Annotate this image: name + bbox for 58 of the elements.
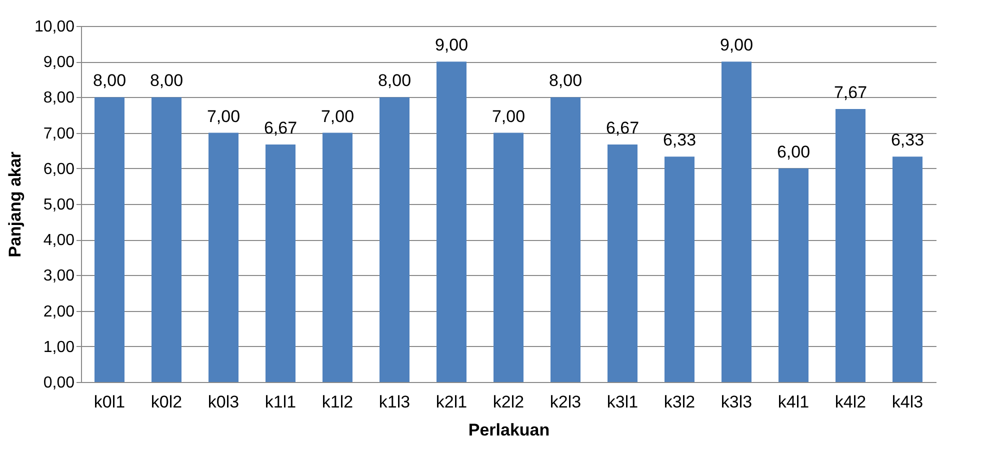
x-tick-label: k3l2 (664, 392, 696, 412)
x-axis-title: Perlakuan (468, 420, 550, 440)
y-tick-label: 7,00 (43, 125, 75, 142)
data-label: 6,33 (662, 130, 696, 150)
x-tick-label: k2l2 (492, 392, 524, 412)
x-tick-label: k4l1 (778, 392, 810, 412)
y-axis-title: Panjang akar (5, 151, 24, 258)
data-label: 8,00 (378, 71, 412, 90)
data-label: 8,00 (92, 71, 126, 90)
bar (608, 144, 638, 382)
data-label: 8,00 (548, 71, 582, 90)
bar (322, 132, 352, 382)
x-tick-label: k3l1 (606, 392, 638, 412)
data-label: 8,00 (150, 71, 184, 90)
x-tick-label: k1l2 (322, 392, 354, 412)
data-label: 7,00 (320, 106, 354, 126)
y-tick-label: 1,00 (43, 338, 75, 356)
bar (208, 132, 238, 382)
bar (836, 108, 866, 382)
x-tick-label: k1l1 (264, 392, 296, 412)
data-label: 7,00 (492, 106, 526, 126)
bar (778, 168, 808, 382)
y-tick-label: 10,00 (34, 18, 75, 36)
y-tick-label: 4,00 (43, 232, 75, 250)
x-tick-label: k0l2 (150, 392, 182, 412)
data-label: 6,67 (606, 118, 640, 138)
y-tick-label: 2,00 (43, 303, 75, 320)
data-label: 9,00 (720, 36, 754, 55)
bar (266, 144, 296, 382)
y-tick-label: 6,00 (43, 160, 75, 178)
x-tick-label: k4l2 (834, 392, 866, 412)
x-tick-label: k4l3 (892, 392, 924, 412)
y-tick-label: 0,00 (43, 374, 75, 392)
bar (494, 132, 524, 382)
bar (152, 97, 182, 382)
x-tick-label: k1l3 (378, 392, 410, 412)
bar (892, 156, 922, 382)
data-label: 7,67 (834, 82, 868, 102)
y-tick-label: 5,00 (43, 196, 75, 214)
y-tick-label: 9,00 (43, 54, 75, 72)
bar (380, 97, 410, 382)
x-tick-label: k3l3 (720, 392, 752, 412)
bar (664, 156, 694, 382)
bar (550, 97, 580, 382)
x-tick-label: k2l1 (436, 392, 468, 412)
data-label: 6,33 (890, 130, 924, 150)
y-tick-label: 3,00 (43, 268, 75, 285)
data-label: 9,00 (434, 36, 468, 55)
x-tick-label: k0l3 (208, 392, 240, 412)
x-tick-label: k2l3 (550, 392, 582, 412)
x-tick-label: k0l1 (94, 392, 126, 412)
bar (436, 62, 466, 382)
data-label: 6,67 (264, 118, 298, 138)
bar (94, 97, 124, 382)
data-label: 6,00 (776, 142, 810, 162)
data-label: 7,00 (206, 106, 240, 126)
bar (722, 62, 752, 382)
y-tick-label: 8,00 (43, 90, 75, 107)
